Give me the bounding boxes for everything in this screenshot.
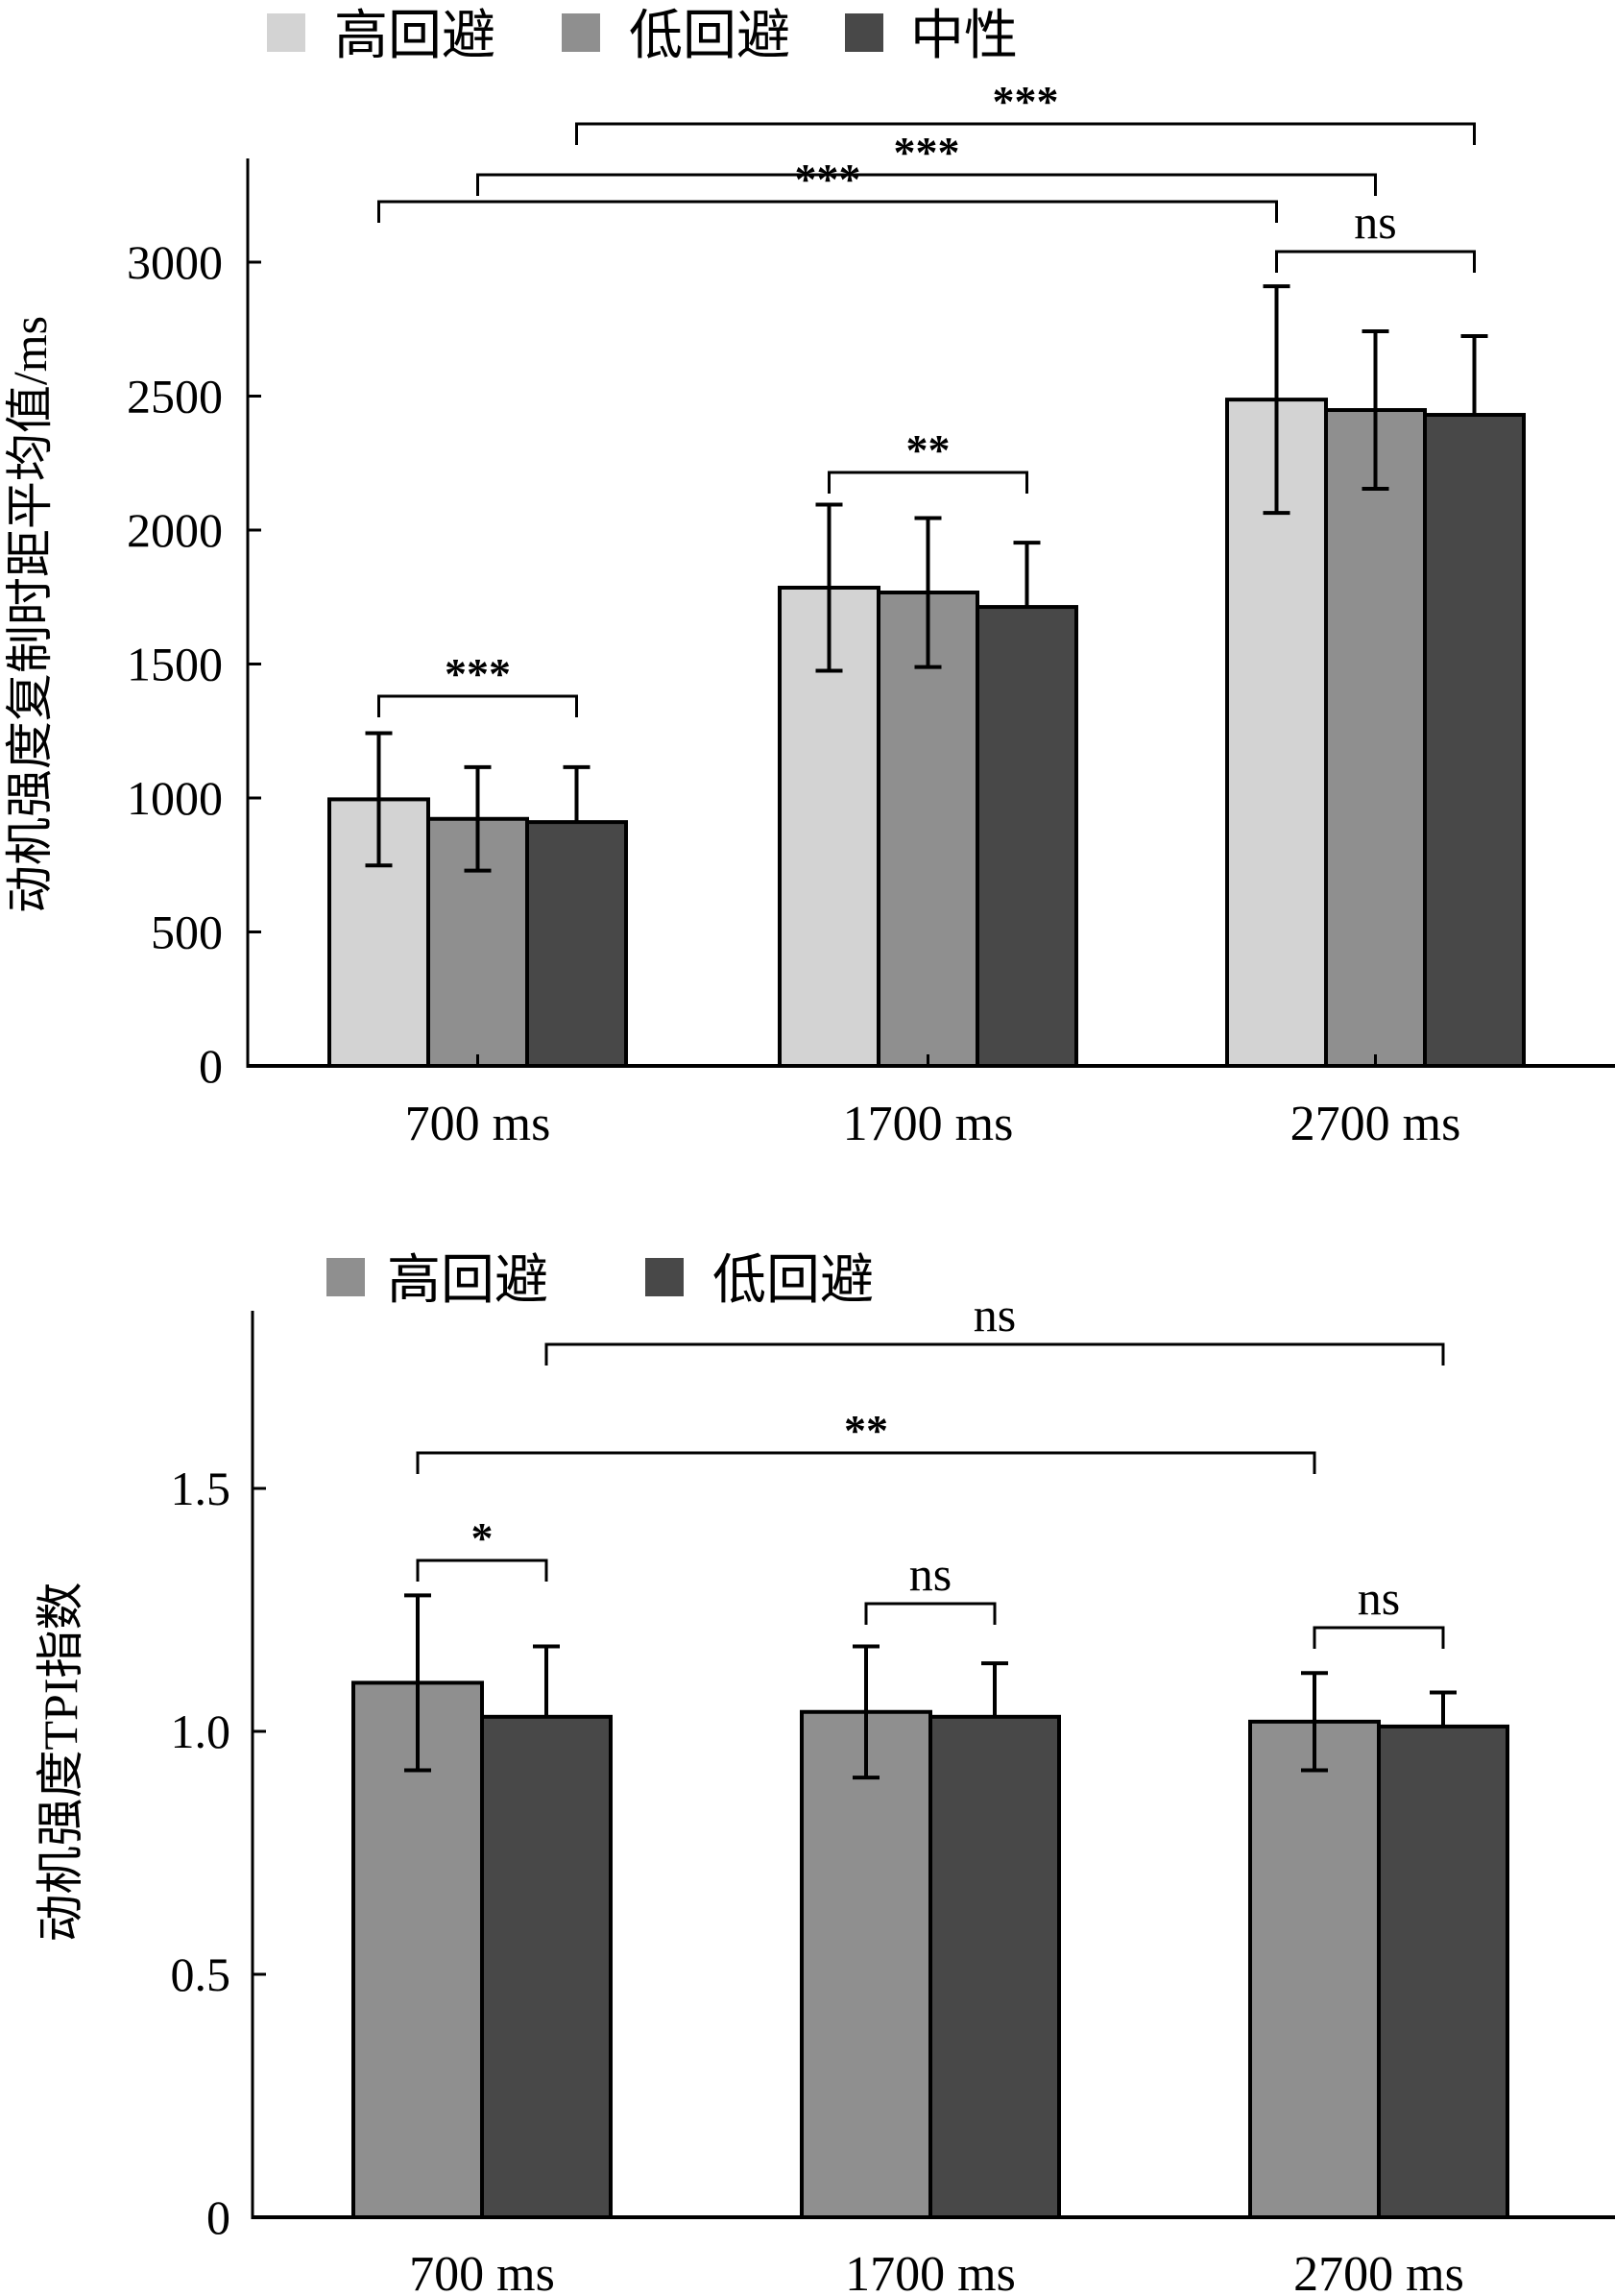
significance-bracket: **: [416, 1406, 1316, 1474]
significance-bracket: ***: [575, 77, 1476, 145]
legend-item: 低回避: [562, 7, 790, 66]
legend-label: 中性: [910, 7, 1018, 66]
legend-label: 低回避: [629, 7, 790, 66]
error-bar: [464, 764, 492, 873]
significance-label: ns: [909, 1547, 952, 1601]
legend-label: 高回避: [334, 7, 495, 66]
significance-bracket: ***: [377, 649, 578, 717]
error-bar: [1301, 1671, 1328, 1773]
significance-label: ***: [445, 649, 511, 698]
y-tick-label: 1.5: [171, 1462, 231, 1515]
y-tick-label: 1.0: [171, 1704, 231, 1758]
significance-label: ***: [993, 77, 1059, 126]
y-tick-label: 500: [151, 906, 223, 959]
error-bar: [1263, 284, 1290, 516]
bracket-line: [1275, 250, 1476, 273]
y-tick-label: 1500: [127, 638, 223, 691]
legend-item: 高回避: [326, 1251, 548, 1311]
bar-3-3: [1423, 413, 1526, 1068]
y-tick-label: 0.5: [171, 1947, 231, 2001]
y-tick-label: 3000: [127, 235, 223, 289]
bar-1-3: [525, 820, 628, 1068]
bracket-line: [1313, 1626, 1445, 1649]
significance-label: ns: [974, 1288, 1016, 1341]
significance-bracket: ***: [476, 128, 1377, 196]
bar-3-2: [1377, 1724, 1509, 2219]
bracket-line: [416, 1559, 548, 1582]
significance-bracket: ***: [377, 155, 1278, 223]
error-bar: [1362, 328, 1389, 492]
error-bar: [853, 1644, 880, 1780]
x-tick-label: 700 ms: [405, 1097, 551, 1151]
error-bar: [815, 502, 843, 673]
legend-swatch: [267, 13, 305, 52]
bracket-line: [575, 122, 1476, 145]
significance-label: *: [471, 1513, 494, 1562]
bracket-line: [828, 471, 1028, 494]
x-tick-label: 700 ms: [409, 2247, 555, 2296]
y-tick-label: 0: [206, 2190, 230, 2244]
error-bar: [1430, 1690, 1457, 1727]
error-bar: [365, 731, 393, 868]
bracket-line: [476, 173, 1377, 196]
error-bar: [914, 516, 942, 669]
significance-label: **: [906, 425, 951, 474]
y-tick-label: 2500: [127, 370, 223, 423]
significance-bracket: ns: [1275, 195, 1476, 273]
significance-label: ns: [1358, 1571, 1400, 1625]
error-bar: [563, 764, 591, 823]
significance-label: ns: [1354, 195, 1396, 249]
bar-2-2: [928, 1714, 1061, 2219]
bracket-line: [864, 1602, 997, 1625]
bar-2-3: [976, 605, 1078, 1068]
legend-item: 低回避: [645, 1251, 874, 1311]
y-tick-label: 2000: [127, 503, 223, 557]
y-tick-label: 1000: [127, 771, 223, 825]
bar-3-2: [1324, 408, 1427, 1068]
x-tick-label: 2700 ms: [1290, 1097, 1461, 1151]
significance-bracket: **: [828, 425, 1028, 494]
error-bar: [404, 1593, 431, 1773]
significance-bracket: *: [416, 1513, 548, 1582]
bar-2-1: [800, 1709, 932, 2219]
bracket-line: [377, 694, 578, 717]
y-axis-title: 动机强度TPI指数: [34, 1583, 87, 1943]
legend-label: 高回避: [387, 1251, 548, 1311]
error-bar: [981, 1661, 1008, 1717]
x-tick-label: 2700 ms: [1293, 2247, 1464, 2296]
y-tick-label: 0: [199, 1039, 223, 1093]
significance-bracket: ns: [544, 1288, 1445, 1366]
significance-bracket: ns: [864, 1547, 997, 1625]
legend-item: 中性: [845, 7, 1018, 66]
bar-1-2: [480, 1714, 613, 2219]
bracket-line: [544, 1342, 1445, 1366]
error-bar: [1460, 334, 1488, 416]
significance-label: ***: [894, 128, 960, 177]
error-bar: [1013, 541, 1041, 608]
significance-label: **: [844, 1406, 888, 1455]
legend-swatch: [845, 13, 883, 52]
significance-label: ***: [795, 155, 861, 204]
significance-bracket: ns: [1313, 1571, 1445, 1649]
legend-swatch: [645, 1258, 684, 1296]
legend-item: 高回避: [267, 7, 495, 66]
bracket-line: [377, 200, 1278, 223]
legend-label: 低回避: [712, 1251, 874, 1311]
bracket-line: [416, 1451, 1316, 1474]
legend-swatch: [326, 1258, 365, 1296]
x-tick-label: 1700 ms: [845, 2247, 1016, 2296]
bar-3-1: [1248, 1719, 1381, 2219]
legend-swatch: [562, 13, 600, 52]
y-axis-title: 动机强度复制时距平均值/ms: [3, 316, 57, 913]
error-bar: [533, 1644, 560, 1717]
x-tick-label: 1700 ms: [843, 1097, 1014, 1151]
